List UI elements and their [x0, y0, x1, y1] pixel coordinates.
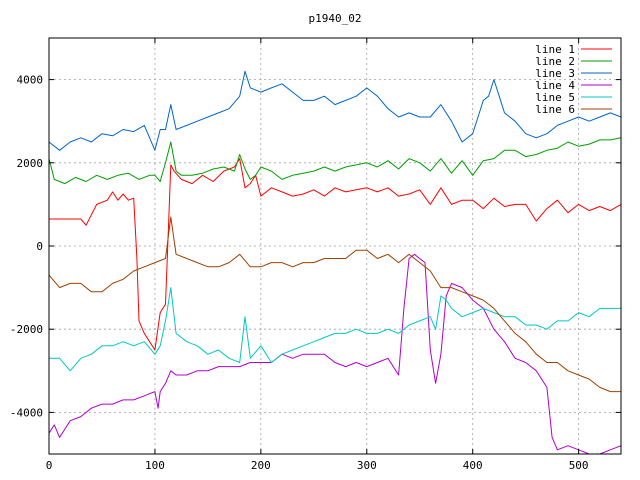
x-tick-label: 500: [569, 459, 589, 472]
axis-ticks: 0 100 200 300 400 500 -4000 -2000 0 2000 4000: [10, 38, 621, 472]
x-tick-label: 300: [357, 459, 377, 472]
x-tick-label: 400: [463, 459, 483, 472]
series-line-2: [48, 137, 622, 185]
series-group: [48, 70, 622, 455]
series-line-1: [49, 158, 622, 351]
legend-label: line 4: [535, 79, 575, 92]
grid: [49, 38, 621, 454]
legend-label: line 1: [535, 43, 575, 56]
series-line-6: [48, 216, 621, 393]
x-tick-label: 200: [251, 459, 271, 472]
legend-label: line 2: [535, 55, 575, 68]
chart-title: p1940_02: [309, 12, 362, 25]
x-tick-label: 0: [46, 459, 53, 472]
y-tick-label: 4000: [17, 74, 44, 87]
series-line-3: [48, 70, 622, 151]
series-line-4: [48, 253, 622, 455]
y-tick-label: -2000: [10, 323, 43, 336]
series-line-5: [49, 287, 621, 372]
y-tick-label: 0: [36, 240, 43, 253]
x-tick-label: 100: [145, 459, 165, 472]
y-tick-label: -4000: [10, 406, 43, 419]
legend-label: line 5: [535, 91, 575, 104]
legend-label: line 6: [535, 103, 575, 116]
legend-label: line 3: [535, 67, 575, 80]
y-tick-label: 2000: [17, 157, 44, 170]
